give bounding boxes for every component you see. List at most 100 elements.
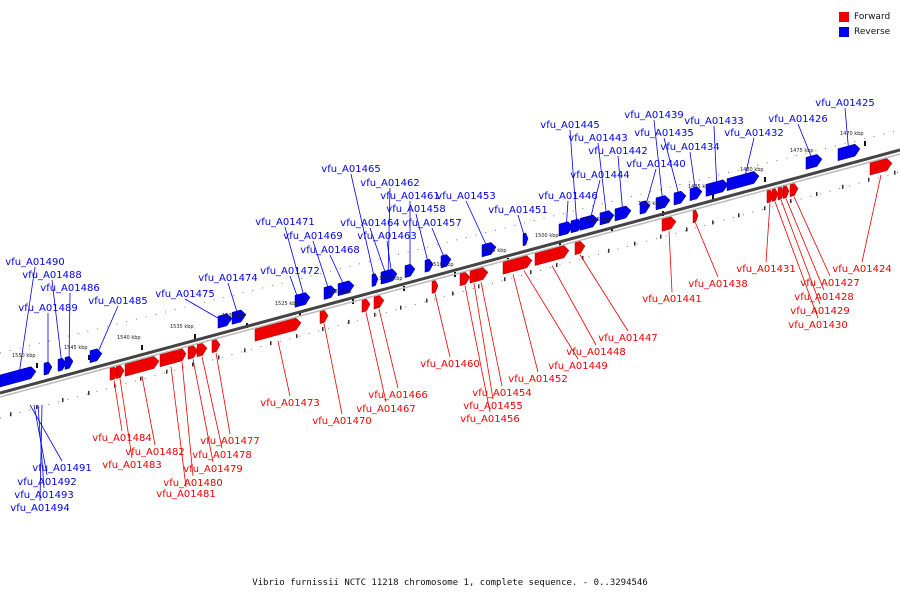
scale-tick bbox=[712, 194, 714, 199]
leader-vfu_A01462 bbox=[387, 187, 391, 279]
scale-tick bbox=[611, 227, 613, 232]
minor-tick bbox=[790, 199, 792, 204]
gene-arrow-vfu_A01428 bbox=[782, 185, 790, 199]
gene-label-vfu_A01445: vfu_A01445 bbox=[540, 120, 599, 131]
gene-label-vfu_A01486: vfu_A01486 bbox=[40, 283, 99, 294]
gene-label-vfu_A01480: vfu_A01480 bbox=[163, 478, 222, 489]
gene-arrow-vfu_A01479 bbox=[187, 345, 199, 360]
leader-vfu_A01452 bbox=[512, 274, 539, 373]
scale-labels: 1470 kbp 1475 kbp 1480 kbp 1485 kbp 1490 kbp… bbox=[12, 131, 864, 359]
axis-line bbox=[0, 148, 900, 395]
gene-label-vfu_A01462: vfu_A01462 bbox=[360, 178, 419, 189]
scale-tick bbox=[36, 363, 38, 368]
leader-vfu_A01430 bbox=[774, 201, 819, 319]
minor-tick bbox=[140, 376, 142, 381]
scale-label: 1520 kbp bbox=[328, 289, 352, 295]
minor-tick bbox=[348, 319, 350, 324]
leader-vfu_A01449 bbox=[523, 270, 579, 360]
gene-arrow-vfu_A01447 bbox=[574, 240, 586, 256]
gene-label-vfu_A01466: vfu_A01466 bbox=[368, 390, 427, 401]
leader-vfu_A01472 bbox=[289, 275, 300, 302]
scale-label: 1500 kbp bbox=[535, 233, 559, 239]
gene-label-vfu_A01434: vfu_A01434 bbox=[660, 142, 719, 153]
leader-vfu_A01441 bbox=[668, 231, 673, 293]
gene-label-vfu_A01430: vfu_A01430 bbox=[788, 320, 847, 331]
leader-vfu_A01439 bbox=[653, 119, 664, 204]
gene-label-vfu_A01477: vfu_A01477 bbox=[200, 436, 259, 447]
leader-vfu_A01438 bbox=[695, 222, 719, 278]
leader-vfu_A01481 bbox=[170, 366, 187, 488]
gene-arrow-vfu_A01448 bbox=[534, 245, 570, 266]
minor-tick bbox=[36, 405, 38, 410]
gene-label-vfu_A01492: vfu_A01492 bbox=[17, 477, 76, 488]
gene-label-vfu_A01424: vfu_A01424 bbox=[832, 264, 891, 275]
gene-label-vfu_A01454: vfu_A01454 bbox=[472, 388, 531, 399]
gene-arrow-vfu_A01481 bbox=[159, 349, 183, 368]
leader-vfu_A01442 bbox=[617, 155, 624, 215]
gene-arrow-vfu_A01478 bbox=[196, 343, 208, 358]
leader-vfu_A01453 bbox=[465, 200, 490, 252]
gene-label-vfu_A01444: vfu_A01444 bbox=[570, 170, 629, 181]
gene-label-vfu_A01461: vfu_A01461 bbox=[380, 191, 439, 202]
minor-tick bbox=[582, 255, 584, 260]
gene-label-vfu_A01469: vfu_A01469 bbox=[283, 231, 342, 242]
gene-label-vfu_A01432: vfu_A01432 bbox=[724, 128, 783, 139]
minor-tick bbox=[218, 355, 220, 360]
gene-arrow-vfu_A01431 bbox=[766, 189, 774, 204]
minor-tick bbox=[296, 334, 298, 339]
minor-tick bbox=[504, 277, 506, 282]
gene-label-vfu_A01473: vfu_A01473 bbox=[260, 398, 319, 409]
gene-arrow-vfu_A01477 bbox=[211, 339, 221, 354]
leader-vfu_A01477 bbox=[215, 352, 231, 435]
gene-label-vfu_A01440: vfu_A01440 bbox=[626, 159, 685, 170]
upper-guide bbox=[0, 129, 900, 354]
gene-label-vfu_A01468: vfu_A01468 bbox=[300, 245, 359, 256]
gene-label-vfu_A01493: vfu_A01493 bbox=[14, 490, 73, 501]
minor-tick bbox=[686, 227, 688, 232]
gene-arrow-vfu_A01453 bbox=[481, 242, 497, 258]
gene-label-vfu_A01425: vfu_A01425 bbox=[815, 98, 874, 109]
gene-label-vfu_A01438: vfu_A01438 bbox=[688, 279, 747, 290]
leader-vfu_A01440 bbox=[644, 168, 657, 209]
leader-vfu_A01434 bbox=[689, 151, 697, 195]
gene-arrow-vfu_A01468 bbox=[337, 280, 355, 297]
gene-label-vfu_A01448: vfu_A01448 bbox=[566, 347, 625, 358]
leader-vfu_A01486 bbox=[68, 292, 71, 364]
leader-vfu_A01460 bbox=[434, 293, 451, 358]
gene-arrow-vfu_A01429 bbox=[777, 186, 785, 201]
gene-arrow-vfu_A01432 bbox=[726, 171, 760, 192]
leader-vfu_A01458 bbox=[415, 213, 430, 267]
axis-shadow bbox=[0, 153, 900, 398]
leader-vfu_A01482 bbox=[141, 376, 156, 446]
leader-vfu_A01457 bbox=[431, 227, 447, 263]
gene-label-vfu_A01455: vfu_A01455 bbox=[463, 401, 522, 412]
gene-arrow-vfu_A01483 bbox=[115, 365, 125, 380]
gene-label-vfu_A01470: vfu_A01470 bbox=[312, 416, 371, 427]
scale-label: 1525 kbp bbox=[275, 301, 299, 307]
leader-vfu_A01444 bbox=[588, 179, 601, 225]
gene-arrow-vfu_A01473 bbox=[254, 317, 302, 342]
gene-label-vfu_A01447: vfu_A01447 bbox=[598, 333, 657, 344]
minor-tick bbox=[660, 234, 662, 239]
gene-label-vfu_A01472: vfu_A01472 bbox=[260, 266, 319, 277]
gene-label-vfu_A01452: vfu_A01452 bbox=[508, 374, 567, 385]
leader-vfu_A01454 bbox=[480, 281, 503, 387]
gene-label-vfu_A01463: vfu_A01463 bbox=[357, 231, 416, 242]
leader-vfu_A01435 bbox=[663, 137, 681, 200]
figure-caption: Vibrio furnissii NCTC 11218 chromosome 1… bbox=[252, 578, 648, 588]
leader-vfu_A01429 bbox=[780, 199, 821, 305]
minor-tick bbox=[10, 412, 12, 417]
gene-label-vfu_A01479: vfu_A01479 bbox=[183, 464, 242, 475]
gene-label-vfu_A01443: vfu_A01443 bbox=[568, 133, 627, 144]
leader-vfu_A01469 bbox=[312, 240, 331, 294]
minor-tick bbox=[192, 362, 194, 367]
gene-arrow-vfu_A01430 bbox=[771, 188, 779, 202]
scale-tick bbox=[194, 334, 196, 339]
leader-vfu_A01471 bbox=[284, 226, 306, 301]
gene-label-vfu_A01453: vfu_A01453 bbox=[436, 191, 495, 202]
legend-reverse: Reverse bbox=[839, 24, 899, 39]
gene-label-vfu_A01488: vfu_A01488 bbox=[22, 270, 81, 281]
minor-tick bbox=[374, 312, 376, 317]
leader-vfu_A01478 bbox=[201, 356, 223, 449]
